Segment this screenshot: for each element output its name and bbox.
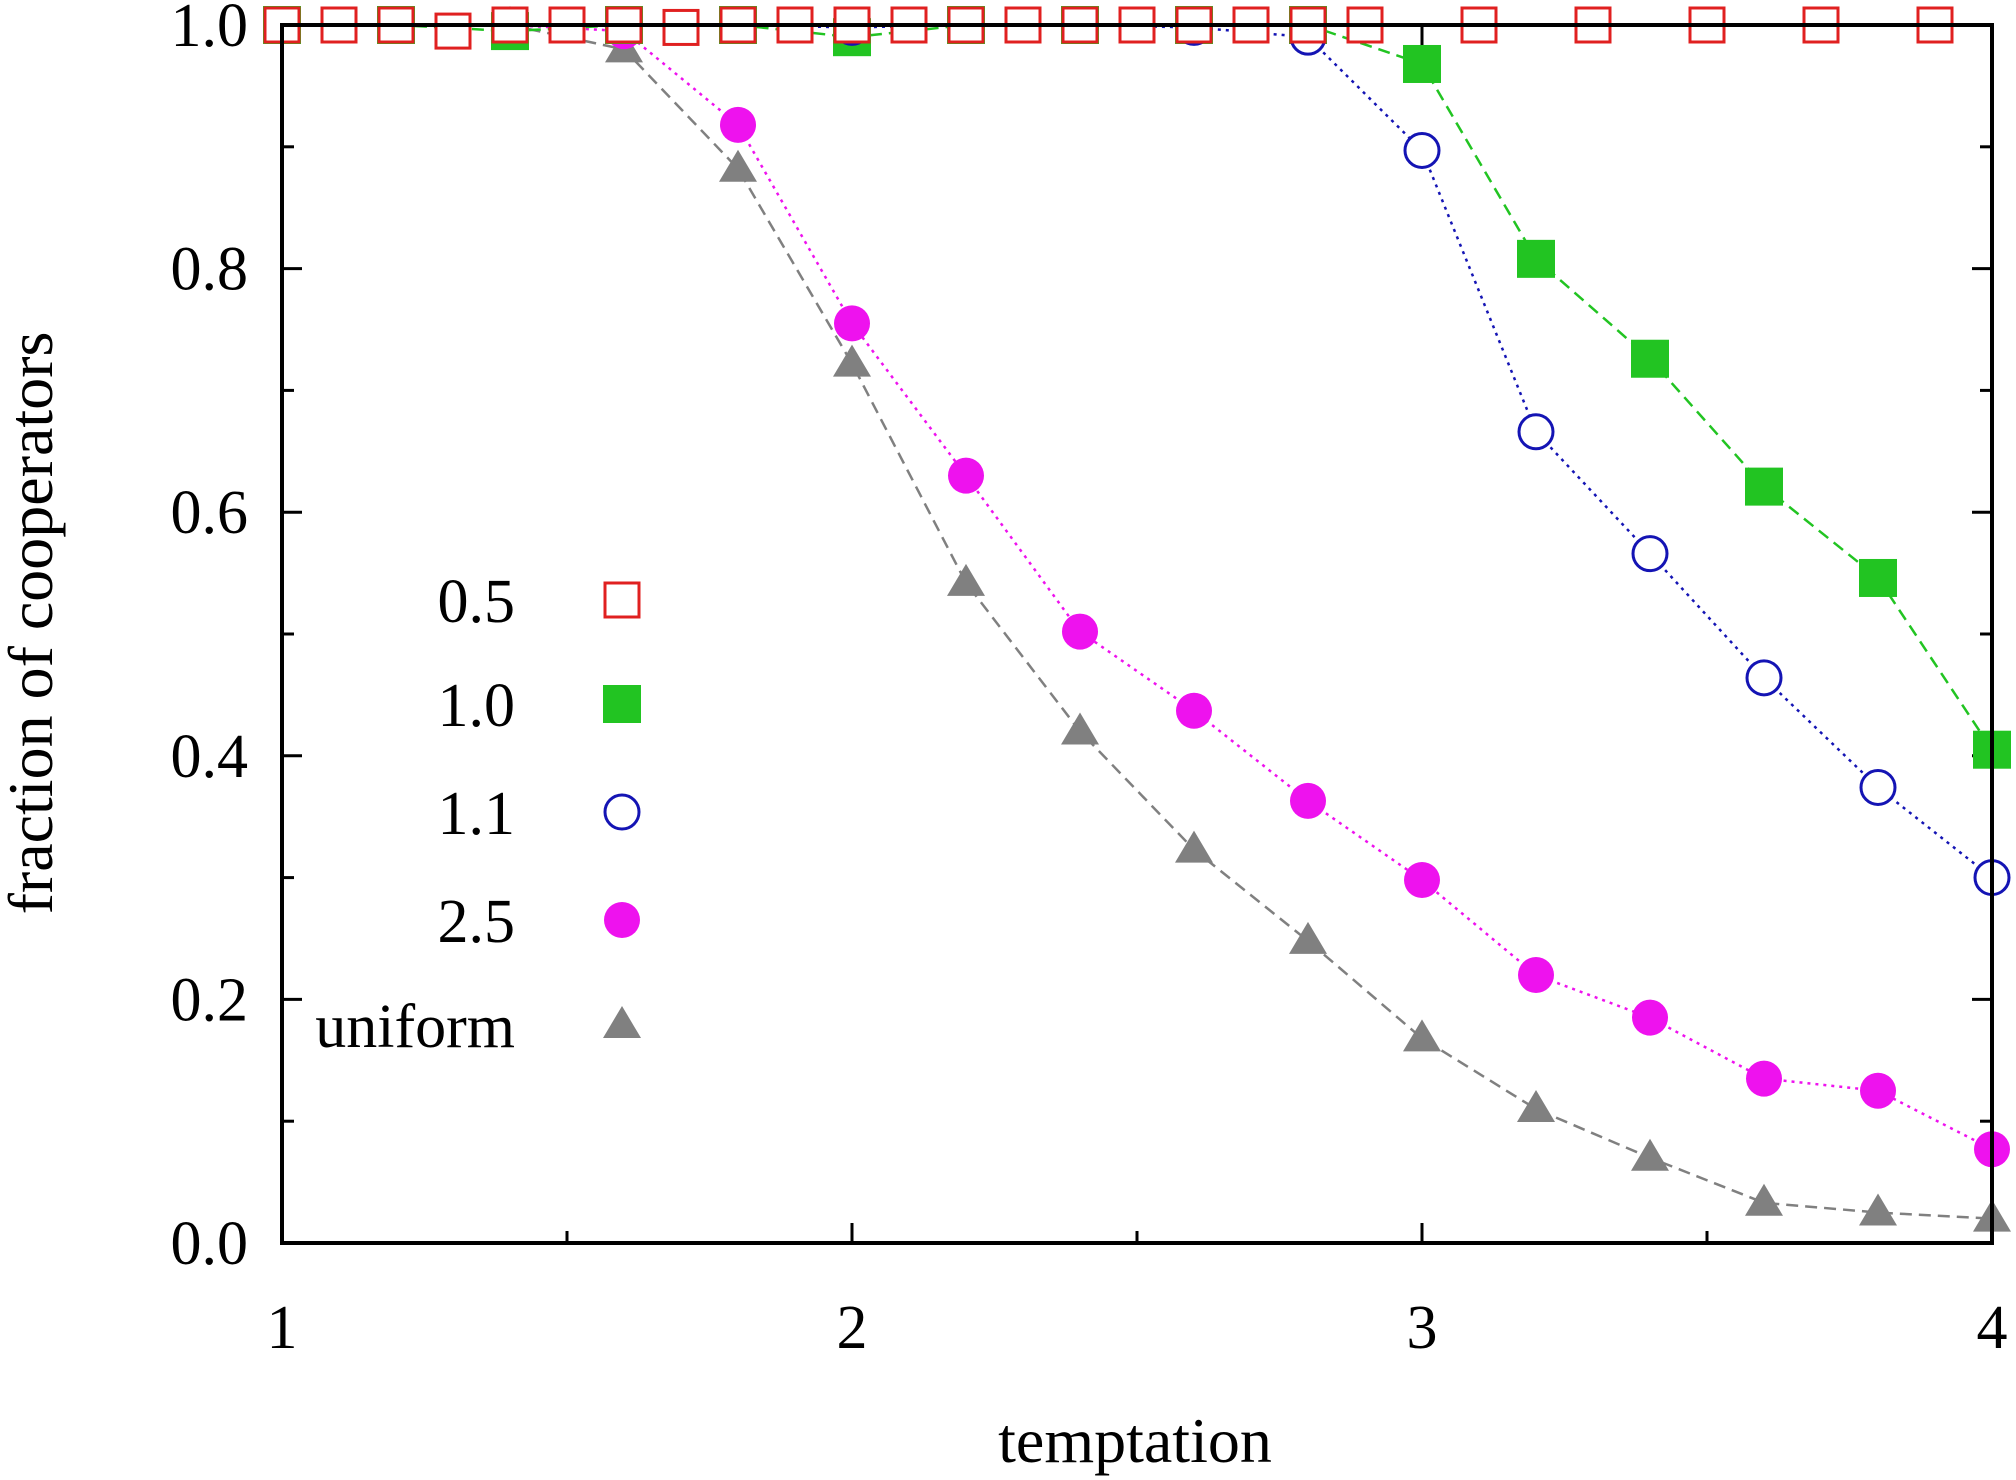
x-axis-label: temptation [998, 1405, 1272, 1476]
series-3 [264, 7, 2010, 1168]
ticklabels-layer: 1 2 3 4 0.0 0.2 0.4 0.6 0.8 1.0 [171, 0, 2008, 1362]
data-point [1859, 768, 1897, 806]
data-point [833, 344, 871, 377]
y-tick-label: 1.0 [171, 0, 249, 60]
x-tick-label: 1 [267, 1294, 298, 1362]
data-point [1859, 558, 1897, 597]
y-tick-label: 0.8 [171, 236, 249, 304]
data-point [1632, 999, 1668, 1036]
data-point [1745, 467, 1783, 506]
legend-marker [603, 581, 641, 619]
series-line [282, 23, 1994, 751]
data-point [1517, 413, 1555, 451]
data-point [1404, 862, 1440, 899]
data-point [948, 457, 984, 494]
plot-frame [280, 23, 1994, 1245]
legend-label: 2.5 [438, 888, 516, 956]
series-line [282, 23, 1993, 1151]
data-point [1061, 712, 1099, 745]
legend-label: 0.5 [438, 568, 516, 636]
data-point [1403, 131, 1441, 169]
data-point [1403, 44, 1441, 83]
legend-item: 1.0 [438, 672, 641, 740]
series-4 [263, 6, 2011, 1232]
series-line [282, 23, 1993, 879]
data-point [1518, 957, 1554, 994]
legend: 0.5 1.0 1.1 2.5 uniform [315, 568, 641, 1061]
data-point [1631, 339, 1669, 378]
series-layer [263, 6, 2011, 1232]
x-tick-label: 4 [1977, 1294, 2008, 1362]
data-point [834, 305, 870, 342]
data-point [1062, 613, 1098, 650]
x-tick-label: 3 [1407, 1294, 1438, 1362]
legend-marker [603, 685, 641, 723]
legend-item: uniform [315, 993, 641, 1061]
y-tick-label: 0.6 [171, 479, 249, 547]
data-point [1176, 692, 1212, 729]
data-point [1745, 659, 1783, 697]
ticks-layer [280, 23, 1994, 1245]
data-point [1631, 535, 1669, 573]
series-0 [263, 6, 1954, 50]
data-point [1175, 830, 1213, 863]
legend-marker [603, 1006, 641, 1038]
data-point [720, 106, 756, 143]
data-point [662, 8, 700, 46]
legend-marker [604, 902, 640, 938]
data-point [947, 563, 985, 596]
legend-label: 1.0 [438, 672, 516, 740]
y-axis-label: fraction of cooperators [0, 332, 66, 915]
data-point [1860, 1072, 1896, 1109]
data-point [719, 149, 757, 182]
data-point [434, 12, 472, 50]
x-tick-label: 2 [837, 1294, 868, 1362]
series-1 [263, 6, 2011, 769]
data-point [1517, 239, 1555, 278]
data-point [1745, 1183, 1783, 1216]
legend-label: 1.1 [438, 780, 516, 848]
y-tick-label: 0.4 [171, 723, 249, 791]
data-point [1289, 921, 1327, 954]
data-point [1290, 782, 1326, 819]
data-point [1517, 1090, 1555, 1123]
legend-marker [603, 793, 641, 831]
legend-label: uniform [315, 993, 515, 1061]
series-2 [263, 6, 2011, 897]
data-point [1746, 1060, 1782, 1097]
legend-item: 0.5 [438, 568, 641, 636]
y-tick-label: 0.2 [171, 966, 249, 1034]
legend-item: 2.5 [438, 888, 640, 956]
legend-item: 1.1 [438, 780, 641, 848]
data-point [1859, 1193, 1897, 1226]
data-point [1403, 1019, 1441, 1052]
y-tick-label: 0.0 [171, 1210, 249, 1278]
data-point [1631, 1138, 1669, 1171]
series-line [282, 23, 1993, 1220]
